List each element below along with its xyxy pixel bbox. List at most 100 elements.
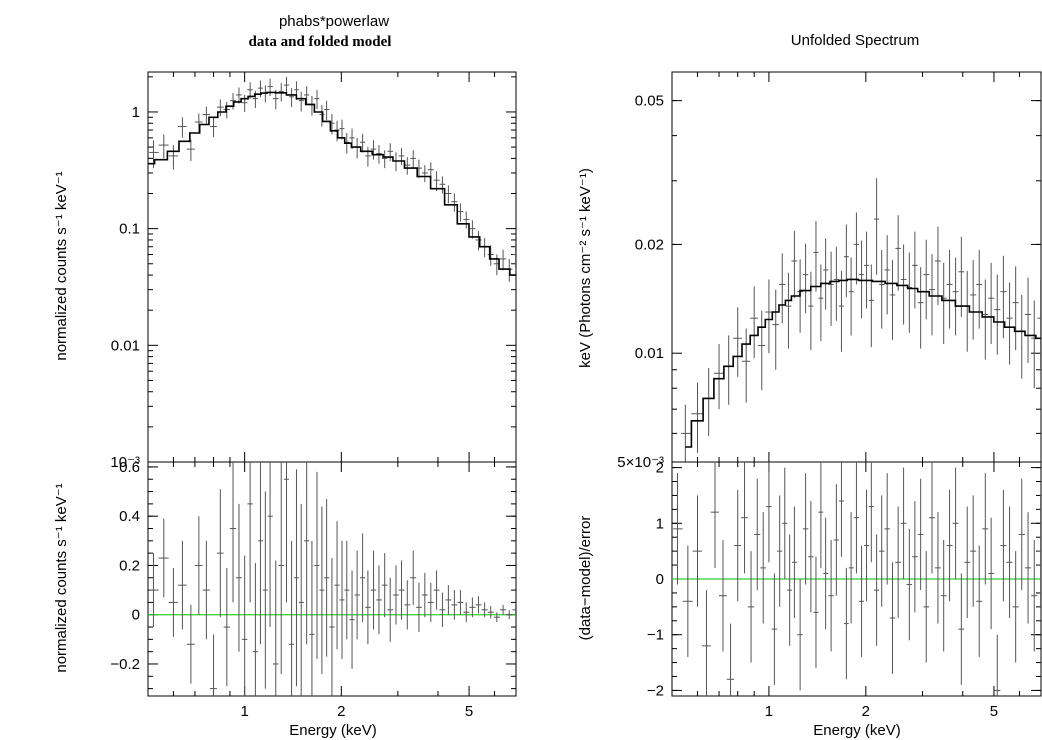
- left-bottom-data-point: [319, 506, 325, 674]
- right-bottom-panel: 2 1 0 −1 −2 1 2 5: [647, 460, 1042, 720]
- left-bottom-data-point: [334, 521, 340, 650]
- left-bottom-data-point: [416, 582, 422, 632]
- right-top-data-point: [859, 240, 865, 319]
- right-top-data-point: [1006, 282, 1013, 365]
- left-bottom-data-point: [344, 540, 350, 640]
- right-top-data-point: [791, 230, 798, 299]
- left-top-data-point: [451, 193, 458, 212]
- left-bottom-ytick-label: 0.6: [119, 459, 140, 476]
- right-bottom-data-point: [818, 462, 824, 568]
- right-top-data-point: [757, 310, 766, 391]
- left-bottom-data-point: [298, 503, 304, 696]
- right-bottom-data-point: [946, 489, 953, 602]
- left-bottom-data-point: [252, 562, 258, 696]
- right-top-data-point: [802, 243, 809, 314]
- right-top-data-point: [838, 270, 844, 352]
- right-bottom-data-point: [1037, 495, 1041, 607]
- right-bottom-xtick-label: 5: [990, 703, 998, 720]
- right-top-data-point: [843, 224, 849, 298]
- left-top-data-point: [303, 86, 310, 106]
- right-bottom-data-point: [1031, 540, 1038, 652]
- left-bottom-data-point: [223, 567, 230, 687]
- left-bottom-data-point: [289, 540, 295, 696]
- left-top-data-point: [487, 245, 494, 266]
- right-bottom-data-point: [868, 462, 874, 563]
- left-bottom-ytick-label: −0.2: [110, 656, 140, 673]
- right-bottom-data-point: [771, 573, 778, 685]
- left-bottom-data-point: [387, 577, 394, 642]
- right-top-data-point: [772, 289, 779, 370]
- right-bottom-data-point: [808, 501, 814, 613]
- right-bottom-ytick-label: −2: [647, 682, 664, 699]
- right-top-data-point: [900, 244, 907, 325]
- right-bottom-data-point: [734, 489, 742, 602]
- left-top-ytick-label: 0.1: [119, 221, 140, 238]
- left-bottom-data-point: [324, 498, 330, 657]
- right-top-data-point: [713, 344, 724, 410]
- left-top-data-point: [439, 176, 446, 194]
- right-top-data-point: [988, 262, 995, 345]
- right-top-data-point: [934, 226, 941, 305]
- left-bottom-data-point: [398, 560, 405, 620]
- right-top-data-point: [1031, 300, 1038, 389]
- left-bottom-data-point: [247, 462, 253, 603]
- left-top-data-point: [365, 147, 371, 167]
- right-top-data-point: [895, 215, 901, 291]
- right-bottom-data-point: [1018, 478, 1025, 591]
- right-top-data-point: [873, 178, 880, 275]
- right-top-data-point: [929, 254, 935, 336]
- right-bottom-data-point: [843, 567, 849, 680]
- right-bottom-data-point: [747, 551, 755, 663]
- left-bottom-data-point: [451, 590, 458, 620]
- right-top-data-point: [691, 382, 704, 453]
- right-top-data-point: [868, 264, 874, 348]
- left-top-data-point: [241, 94, 248, 112]
- right-bottom-data-point: [833, 484, 839, 596]
- left-bottom-data-point: [487, 606, 494, 619]
- left-bottom-ytick-label: 0.2: [119, 557, 140, 574]
- left-bottom-data-point: [349, 570, 355, 669]
- right-chart-title: Unfolded Spectrum: [791, 32, 919, 49]
- right-bottom-ylabel: (data−model)/error: [577, 516, 594, 641]
- left-top-panel: 1 0.1 0.01 10⁻³: [110, 71, 517, 471]
- left-bottom-data-point: [463, 602, 470, 623]
- left-top-data-point: [393, 152, 399, 172]
- left-bottom-data-point: [457, 590, 464, 615]
- right-top-data-point: [946, 250, 953, 329]
- right-bottom-data-point: [692, 495, 703, 607]
- right-bottom-data-point: [929, 462, 935, 574]
- left-top-data-point: [216, 99, 224, 117]
- right-bottom-data-point: [1000, 489, 1007, 602]
- left-bottom-data-point: [186, 604, 195, 684]
- right-top-data-point: [923, 239, 930, 320]
- right-bottom-data-point: [859, 545, 865, 657]
- right-top-data-point: [917, 267, 924, 349]
- left-bottom-data-point: [194, 516, 203, 615]
- right-bottom-data-point: [964, 506, 971, 618]
- right-bottom-ytick-label: 0: [656, 571, 664, 588]
- right-top-data-point: [1000, 255, 1007, 339]
- right-bottom-data-point: [940, 540, 947, 652]
- left-top-data-point: [404, 157, 411, 175]
- left-bottom-data-point: [294, 469, 299, 687]
- right-top-data-point: [864, 231, 869, 309]
- left-bottom-data-point: [404, 580, 411, 630]
- right-top-data-point: [970, 260, 977, 340]
- right-top-data-point: [1037, 280, 1041, 369]
- right-top-data-point: [808, 271, 814, 351]
- right-top-data-point: [940, 262, 947, 345]
- right-bottom-data-point: [1024, 512, 1032, 624]
- left-top-data-point: [512, 243, 516, 268]
- left-top-plot-area: [148, 76, 516, 282]
- left-bottom-data-point: [499, 604, 507, 615]
- right-bottom-data-point: [813, 556, 819, 669]
- right-bottom-data-point: [958, 573, 965, 685]
- left-top-data-point: [298, 91, 304, 112]
- right-top-data-point: [884, 235, 890, 315]
- right-bottom-data-point: [777, 495, 783, 607]
- right-top-data-point: [982, 279, 989, 360]
- right-bottom-data-point: [802, 473, 809, 585]
- left-bottom-xtick-label: 1: [240, 703, 248, 720]
- left-bottom-data-point: [481, 602, 488, 618]
- left-top-data-point: [469, 220, 476, 239]
